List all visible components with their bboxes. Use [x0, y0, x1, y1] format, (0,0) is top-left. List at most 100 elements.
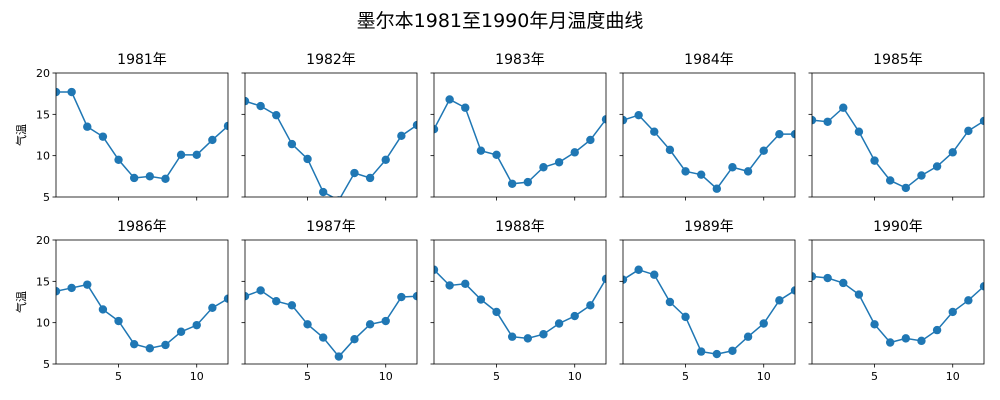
data-point	[870, 156, 879, 165]
data-series	[623, 110, 795, 193]
x-tick-label: 5	[304, 370, 311, 383]
data-point	[759, 319, 768, 328]
y-tick-label: 5	[43, 358, 50, 371]
x-tick-label: 10	[757, 370, 771, 383]
y-tick-label: 15	[36, 108, 50, 121]
data-point	[681, 312, 690, 322]
data-point	[145, 344, 155, 353]
series-line	[434, 269, 606, 340]
subplot-1: 1981年 5 10 15 20 气温	[14, 52, 229, 204]
data-point	[492, 150, 501, 160]
data-point	[381, 155, 390, 164]
data-series	[245, 96, 417, 197]
plot-frame	[622, 72, 796, 198]
data-point	[696, 347, 706, 356]
data-point	[823, 117, 832, 126]
data-point	[98, 305, 108, 314]
subplot-title: 1988年	[495, 219, 545, 235]
data-point	[208, 135, 217, 145]
data-point	[586, 135, 595, 145]
data-point	[634, 110, 643, 120]
x-tick-label: 10	[568, 370, 582, 383]
data-point	[743, 332, 753, 341]
data-series	[812, 103, 984, 193]
data-point	[854, 127, 864, 136]
data-point	[223, 294, 228, 303]
data-series	[623, 265, 795, 359]
data-point	[712, 184, 722, 193]
data-point	[161, 340, 170, 350]
subplot-title: 1989年	[684, 219, 734, 235]
subplot-title: 1984年	[684, 52, 734, 68]
series-line	[245, 289, 417, 358]
data-point	[854, 290, 864, 299]
data-point	[56, 287, 61, 296]
data-series	[245, 286, 417, 361]
data-point	[461, 103, 470, 112]
subplot-6: 1986年 5 10 15 20 5 10 气温	[14, 219, 229, 383]
series-line	[623, 268, 795, 355]
data-point	[272, 296, 281, 306]
series-line	[812, 275, 984, 344]
plot-frame	[244, 239, 418, 365]
data-point	[208, 303, 217, 312]
data-point	[350, 168, 359, 178]
plot-frame	[244, 72, 418, 198]
data-point	[885, 176, 895, 185]
data-point	[192, 150, 201, 160]
data-point	[365, 320, 375, 329]
data-point	[665, 145, 675, 155]
y-tick-label: 10	[36, 317, 50, 330]
data-point	[56, 87, 61, 97]
data-series	[812, 272, 984, 347]
x-tick-label: 5	[493, 370, 500, 383]
data-point	[256, 101, 265, 111]
data-point	[412, 292, 417, 301]
data-point	[979, 116, 984, 126]
y-tick-label: 10	[36, 150, 50, 163]
data-point	[964, 126, 973, 136]
data-point	[790, 286, 795, 295]
data-point	[728, 163, 737, 172]
data-point	[634, 265, 643, 274]
data-point	[318, 333, 328, 342]
data-point	[114, 316, 123, 326]
data-point	[554, 158, 564, 167]
data-point	[145, 172, 155, 181]
data-point	[759, 146, 768, 155]
data-point	[839, 278, 848, 288]
figure-title: 墨尔本1981至1990年月温度曲线	[357, 10, 644, 32]
x-tick-label: 10	[946, 370, 960, 383]
subplot-9: 1989年 5 10	[619, 219, 796, 383]
data-point	[586, 301, 595, 310]
y-tick-label: 15	[36, 275, 50, 288]
data-point	[245, 96, 250, 106]
data-point	[885, 338, 895, 347]
data-point	[129, 173, 139, 183]
data-point	[839, 103, 848, 112]
x-tick-label: 10	[190, 370, 204, 383]
data-point	[712, 349, 722, 359]
data-point	[901, 183, 911, 193]
data-point	[83, 122, 92, 131]
data-point	[743, 167, 753, 176]
data-point	[245, 292, 250, 301]
data-point	[570, 148, 579, 157]
subplot-5: 1985年	[808, 52, 985, 201]
y-axis-label: 气温	[14, 291, 28, 313]
data-point	[161, 174, 170, 184]
data-point	[303, 320, 312, 329]
data-point	[492, 307, 501, 317]
data-point	[601, 274, 606, 284]
y-axis-label: 气温	[14, 124, 28, 146]
series-line	[434, 98, 606, 185]
data-point	[507, 179, 517, 188]
data-point	[812, 115, 817, 125]
y-tick-label: 20	[36, 234, 50, 247]
data-point	[681, 167, 690, 176]
data-point	[476, 295, 486, 304]
data-point	[445, 281, 454, 290]
subplot-7: 1987年 5 10	[241, 219, 418, 383]
data-point	[67, 87, 76, 97]
